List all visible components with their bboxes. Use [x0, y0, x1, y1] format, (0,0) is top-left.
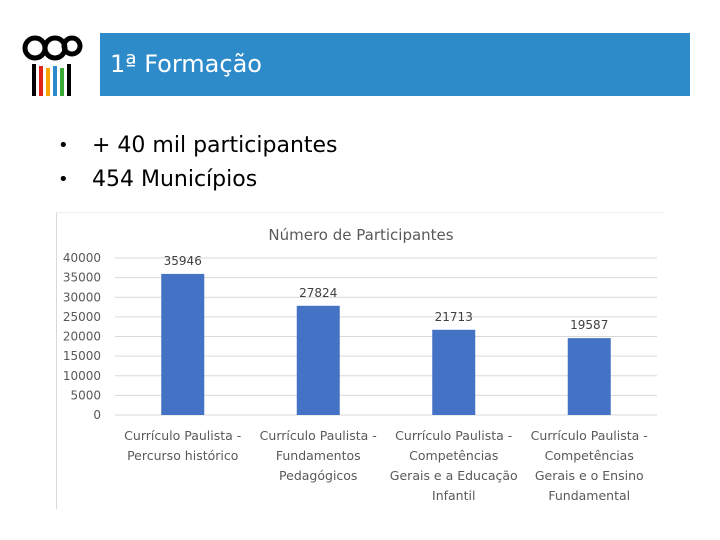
- bullet-list: • + 40 mil participantes • 454 Município…: [58, 128, 338, 196]
- x-category-label: Currículo Paulista -: [531, 428, 648, 443]
- y-axis: 0 5000 10000 15000 20000 25000 30000 35000 40000: [63, 251, 101, 422]
- x-category-label: Gerais e o Ensino: [535, 468, 644, 483]
- x-category-label: Percurso histórico: [127, 448, 238, 463]
- bullet-text: 454 Municípios: [92, 166, 258, 192]
- y-tick-label: 15000: [63, 349, 101, 363]
- y-tick-label: 30000: [63, 290, 101, 304]
- bullet-text: + 40 mil participantes: [92, 132, 338, 158]
- y-tick-label: 10000: [63, 369, 101, 383]
- data-label: 19587: [570, 318, 608, 332]
- chart-gridlines: [115, 257, 657, 416]
- bullet-dot-icon: •: [58, 134, 69, 156]
- data-label: 35946: [164, 254, 202, 268]
- x-category-label: Competências: [545, 448, 634, 463]
- slide-title: 1ª Formação: [110, 50, 262, 78]
- data-labels: 35946 27824 21713 19587: [164, 254, 609, 332]
- y-tick-label: 0: [93, 408, 101, 422]
- bar: [161, 273, 205, 415]
- bullet-item: • + 40 mil participantes: [58, 128, 338, 162]
- bar-series: [161, 273, 611, 415]
- y-tick-label: 5000: [70, 388, 101, 402]
- bar: [296, 305, 340, 415]
- bullet-dot-icon: •: [58, 168, 69, 190]
- x-category-label: Fundamental: [548, 488, 630, 503]
- x-category-label: Pedagógicos: [279, 468, 357, 483]
- x-category-label: Infantil: [432, 488, 475, 503]
- bar-chart: Número de Participantes 0 5000 10000 15000 2…: [56, 212, 665, 509]
- chart-title: Número de Participantes: [268, 226, 453, 244]
- x-axis: Currículo Paulista - Percurso histórico Cu…: [124, 428, 648, 503]
- y-tick-label: 40000: [63, 251, 101, 265]
- y-tick-label: 25000: [63, 310, 101, 324]
- bar: [567, 338, 611, 415]
- x-category-label: Competências: [409, 448, 498, 463]
- data-label: 21713: [435, 310, 473, 324]
- x-category-label: Gerais e a Educação: [390, 468, 518, 483]
- ccc-logo-icon: [22, 35, 83, 96]
- y-tick-label: 35000: [63, 271, 101, 285]
- title-bar: 1ª Formação: [100, 33, 690, 96]
- bar: [432, 329, 476, 415]
- y-tick-label: 20000: [63, 330, 101, 344]
- x-category-label: Fundamentos: [276, 448, 361, 463]
- data-label: 27824: [299, 286, 337, 300]
- chart-svg: Número de Participantes 0 5000 10000 15000 2…: [63, 226, 657, 503]
- x-category-label: Currículo Paulista -: [260, 428, 377, 443]
- bullet-item: • 454 Municípios: [58, 162, 338, 196]
- x-category-label: Currículo Paulista -: [395, 428, 512, 443]
- x-category-label: Currículo Paulista -: [124, 428, 241, 443]
